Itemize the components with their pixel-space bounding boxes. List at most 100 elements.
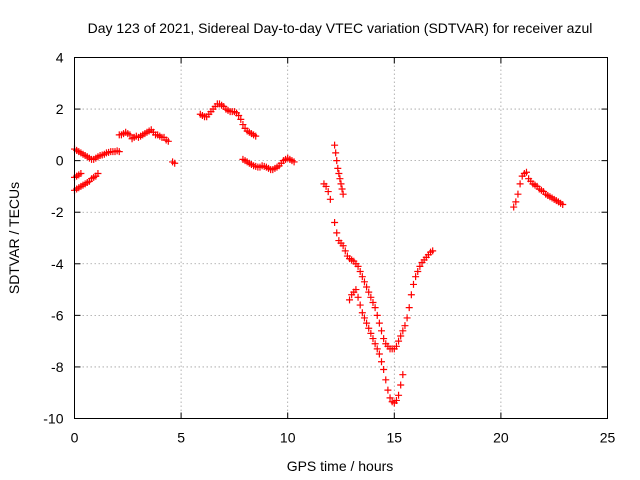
data-point: [373, 311, 381, 319]
data-point: [252, 132, 260, 140]
data-point: [414, 268, 422, 276]
data-point: [331, 219, 339, 227]
data-point: [409, 280, 417, 288]
data-point: [373, 345, 381, 353]
data-point: [115, 148, 123, 156]
data-point: [339, 242, 347, 250]
series-arc8: [320, 180, 334, 203]
data-point: [77, 170, 85, 178]
data-point: [322, 182, 330, 190]
data-point: [514, 190, 522, 198]
data-point: [375, 350, 383, 358]
data-point: [380, 335, 388, 343]
y-tick-label: -4: [51, 256, 64, 272]
data-point: [386, 394, 394, 402]
data-point: [367, 293, 375, 301]
grid: [74, 57, 608, 419]
data-point: [378, 327, 386, 335]
y-tick-labels: -10 -8 -6 -4 -2 0 2 4: [43, 50, 63, 427]
data-point: [126, 131, 134, 139]
data-point: [363, 319, 371, 327]
data-point: [403, 314, 411, 322]
data-point: [237, 115, 245, 123]
data-point: [378, 358, 386, 366]
data-point: [339, 190, 347, 198]
data-point: [512, 198, 520, 206]
plot-frame: [74, 57, 608, 419]
series-arc12: [510, 168, 567, 211]
data-point: [382, 376, 390, 384]
x-tick-label: 0: [71, 430, 79, 446]
data-point: [360, 278, 368, 286]
data-point: [352, 286, 360, 294]
data-point: [399, 327, 407, 335]
data-point: [559, 200, 567, 208]
data-point: [365, 324, 373, 332]
data-point: [337, 180, 345, 188]
data-point: [369, 298, 377, 306]
data-point: [395, 391, 403, 399]
y-tick-label: -8: [51, 359, 64, 375]
data-point: [392, 342, 400, 350]
series-arc4: [115, 126, 172, 145]
data-point: [367, 329, 375, 337]
x-axis-label: GPS time / hours: [287, 458, 394, 474]
data-point: [333, 229, 341, 237]
y-axis-label: SDTVAR / TECUs: [6, 182, 22, 294]
data-point: [356, 268, 364, 276]
data-point: [360, 314, 368, 322]
axis-ticks: [74, 57, 608, 419]
data-point: [371, 304, 379, 312]
data-point: [395, 337, 403, 345]
data-point: [365, 288, 373, 296]
data-point: [358, 309, 366, 317]
data-point: [164, 137, 172, 145]
series-arc2: [71, 170, 102, 194]
data-points: [71, 100, 567, 407]
data-point: [235, 112, 243, 120]
x-tick-label: 25: [600, 430, 616, 446]
series-arc9: [331, 141, 347, 198]
y-tick-label: -2: [51, 204, 64, 220]
series-arc10: [331, 219, 437, 353]
data-point: [336, 175, 344, 183]
data-point: [392, 396, 400, 404]
data-point: [94, 170, 102, 178]
y-tick-label: 0: [56, 153, 64, 169]
data-point: [416, 262, 424, 270]
y-tick-label: -10: [43, 411, 63, 427]
data-point: [363, 283, 371, 291]
data-point: [429, 247, 437, 255]
y-tick-label: -6: [51, 307, 64, 323]
series-arc1: [71, 145, 123, 163]
data-point: [326, 195, 334, 203]
data-point: [356, 301, 364, 309]
data-point: [397, 332, 405, 340]
data-point: [332, 149, 340, 157]
data-point: [335, 170, 343, 178]
data-point: [405, 304, 413, 312]
data-point: [371, 340, 379, 348]
data-point: [354, 262, 362, 270]
data-point: [171, 159, 179, 167]
series-arc11: [346, 286, 407, 407]
y-tick-label: 2: [56, 101, 64, 117]
data-point: [522, 168, 530, 176]
series-arc5: [169, 158, 179, 167]
x-tick-label: 15: [387, 430, 403, 446]
data-point: [354, 293, 362, 301]
data-point: [358, 273, 366, 281]
chart-title: Day 123 of 2021, Sidereal Day-to-day VTE…: [88, 20, 593, 36]
data-point: [324, 188, 332, 196]
series-arc6: [196, 100, 260, 140]
series-arc7: [239, 154, 298, 174]
series-arc3: [71, 170, 85, 181]
data-point: [412, 273, 420, 281]
data-point: [516, 180, 524, 188]
data-point: [384, 386, 392, 394]
data-point: [510, 203, 518, 211]
data-point: [375, 319, 383, 327]
data-point: [399, 371, 407, 379]
data-point: [346, 296, 354, 304]
